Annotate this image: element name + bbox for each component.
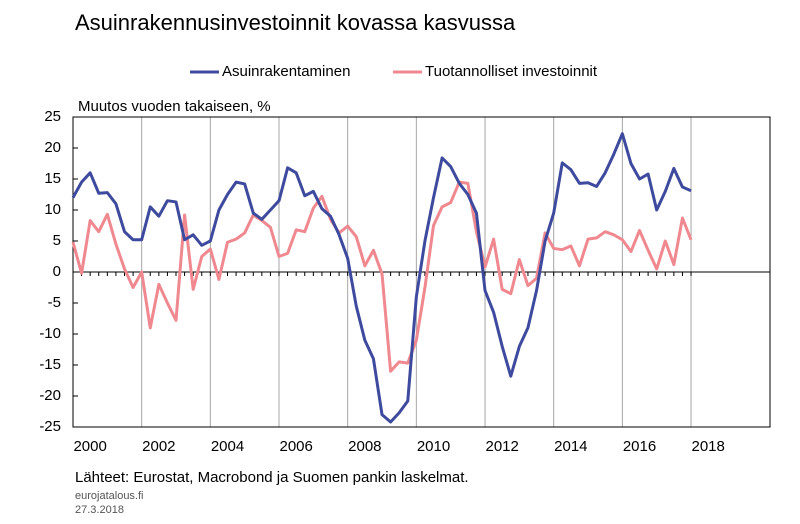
x-tick-label: 2012 <box>485 438 518 455</box>
source: Lähteet: Eurostat, Macrobond ja Suomen p… <box>75 469 469 486</box>
x-tick-label: 2006 <box>279 438 312 455</box>
y-tick-label: 20 <box>44 139 61 156</box>
y-tick-label: 0 <box>53 263 61 280</box>
plot-frame <box>72 116 771 428</box>
legend-label: Tuotannolliset investoinnit <box>425 63 598 80</box>
y-tick-label: 5 <box>53 232 61 249</box>
series-line <box>71 180 693 373</box>
x-tick-label: 2016 <box>623 438 656 455</box>
y-tick-label: -25 <box>39 418 61 435</box>
legend-label: Asuinrakentaminen <box>222 63 350 80</box>
y-tick-label: -15 <box>39 356 61 373</box>
x-tick-label: 2014 <box>554 438 587 455</box>
x-tick-label: 2018 <box>692 438 725 455</box>
x-tick-label: 2000 <box>73 438 106 455</box>
y-tick-label: -20 <box>39 387 61 404</box>
x-tick-label: 2010 <box>417 438 450 455</box>
y-tick-label: 10 <box>44 201 61 218</box>
x-tick-label: 2004 <box>211 438 244 455</box>
chart-title: Asuinrakennusinvestoinnit kovassa kasvus… <box>75 10 516 35</box>
y-axis-label: Muutos vuoden takaiseen, % <box>78 98 271 115</box>
y-tick-label: 25 <box>44 108 61 125</box>
site: eurojatalous.fi <box>75 490 144 502</box>
y-tick-label: -5 <box>48 294 61 311</box>
date: 27.3.2018 <box>75 504 124 516</box>
y-tick-label: -10 <box>39 325 61 342</box>
y-tick-label: 15 <box>44 170 61 187</box>
series-line <box>71 132 692 424</box>
x-tick-label: 2008 <box>348 438 381 455</box>
x-tick-label: 2002 <box>142 438 175 455</box>
